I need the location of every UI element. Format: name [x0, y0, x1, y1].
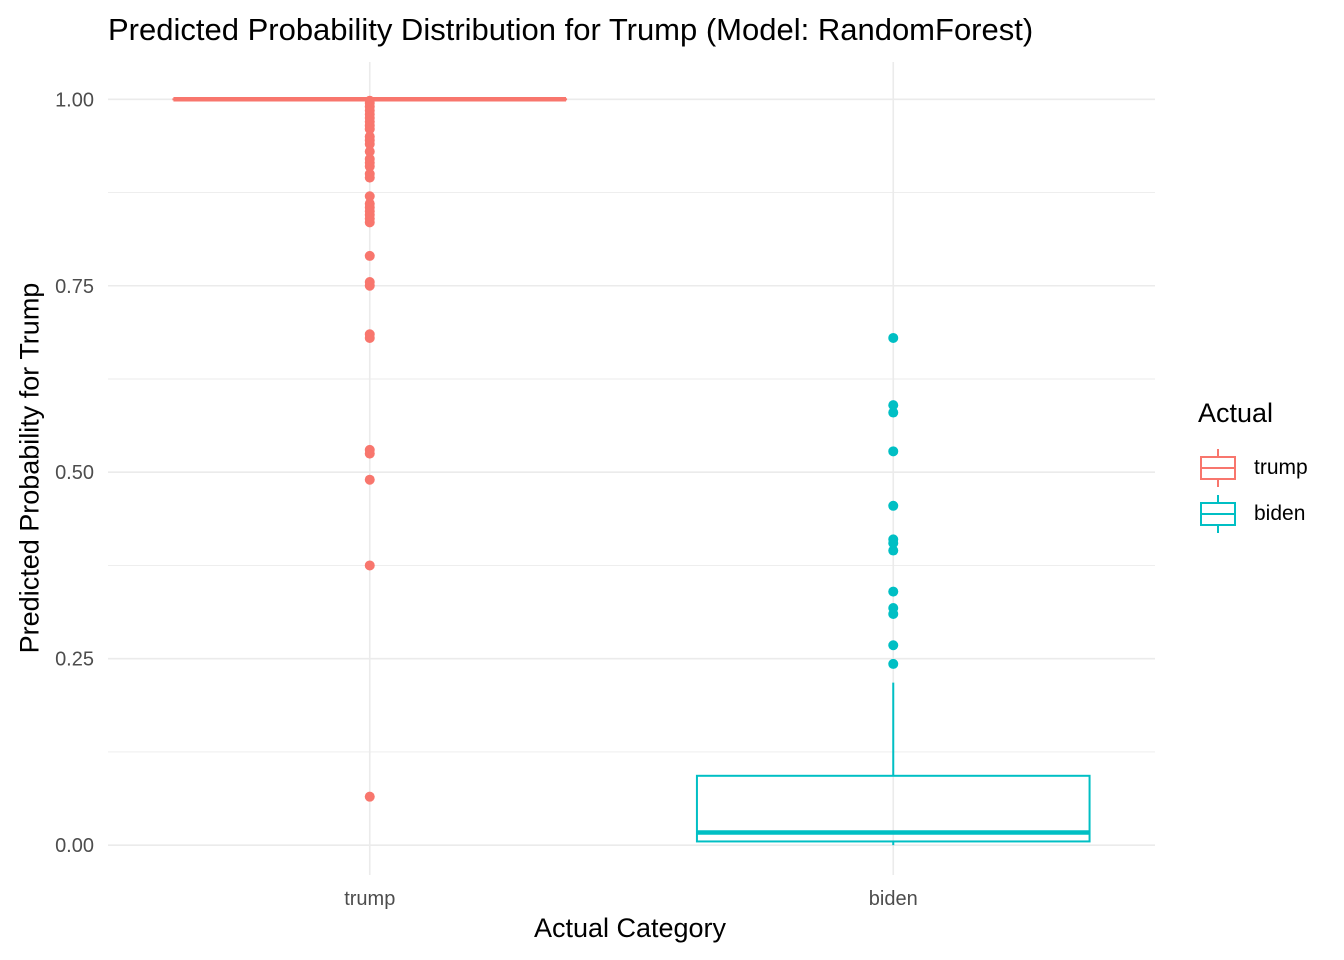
outlier-biden-12 — [888, 658, 899, 669]
outlier-trump-11 — [364, 139, 375, 150]
y-tick-label-0: 0.00 — [55, 835, 94, 857]
legend-key-trump — [1200, 449, 1236, 487]
outlier-biden-0 — [888, 332, 899, 343]
boxes — [172, 95, 1091, 846]
outlier-trump-31 — [364, 448, 375, 459]
x-tick-label-biden: biden — [869, 888, 918, 910]
grid-lines — [108, 62, 1155, 875]
outlier-biden-3 — [888, 446, 899, 457]
legend-item-trump: trump — [1198, 445, 1308, 491]
outlier-biden-8 — [888, 586, 899, 597]
outlier-trump-27 — [364, 280, 375, 291]
outlier-trump-32 — [364, 474, 375, 485]
x-axis-label: Actual Category — [533, 913, 727, 943]
chart-title: Predicted Probability Distribution for T… — [108, 12, 1034, 47]
outlier-trump-17 — [364, 172, 375, 183]
legend-title: Actual — [1198, 398, 1274, 428]
outlier-trump-29 — [364, 332, 375, 343]
outlier-trump-18 — [364, 191, 375, 202]
outlier-biden-11 — [888, 640, 899, 651]
outlier-trump-12 — [364, 146, 375, 157]
outlier-trump-8 — [364, 124, 375, 135]
outlier-trump-24 — [364, 217, 375, 228]
outlier-biden-6 — [888, 538, 899, 549]
outlier-trump-15 — [364, 161, 375, 172]
outlier-trump-25 — [364, 250, 375, 261]
x-tick-label-trump: trump — [344, 888, 395, 910]
outlier-biden-2 — [888, 407, 899, 418]
outlier-biden-10 — [888, 608, 899, 619]
x-axis-tick-labels: trump biden — [344, 888, 918, 910]
y-axis-tick-labels: 0.00 0.25 0.50 0.75 1.00 — [55, 89, 94, 857]
box-biden — [695, 332, 1091, 846]
outlier-biden-7 — [888, 545, 899, 556]
outlier-trump-33 — [364, 560, 375, 571]
y-tick-label-1: 0.25 — [55, 649, 94, 671]
box-trump — [172, 95, 568, 802]
y-tick-label-2: 0.50 — [55, 462, 94, 484]
legend-item-biden: biden — [1198, 491, 1308, 537]
outlier-biden-4 — [888, 500, 899, 511]
y-tick-label-4: 1.00 — [55, 89, 94, 111]
legend-key-biden — [1200, 495, 1236, 533]
box-body-biden — [695, 774, 1091, 843]
legend-label-trump: trump — [1254, 456, 1308, 479]
outlier-biden-1 — [888, 400, 899, 411]
legend-label-biden: biden — [1254, 502, 1306, 525]
y-tick-label-3: 0.75 — [55, 276, 94, 298]
outlier-trump-34 — [364, 791, 375, 802]
legend: Actual trump biden — [1198, 398, 1308, 537]
y-axis-label: Predicted Probability for Trump — [14, 282, 45, 654]
